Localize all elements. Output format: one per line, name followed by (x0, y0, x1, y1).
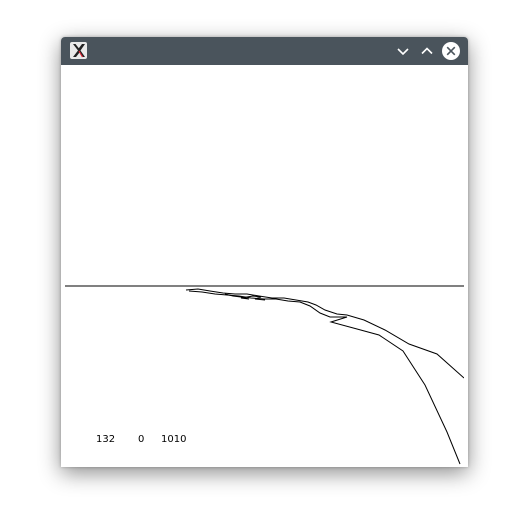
trace-lower (188, 290, 461, 465)
maximize-button[interactable] (417, 41, 437, 61)
plot-drawing (65, 285, 464, 465)
trace-noise (224, 293, 266, 301)
close-button[interactable] (441, 41, 461, 61)
minimize-button[interactable] (393, 41, 413, 61)
close-icon (442, 42, 460, 60)
app-window: 132 0 1010 (61, 37, 468, 467)
chevron-up-icon (421, 47, 433, 55)
readout-value-3: 1010 (161, 434, 187, 445)
window-titlebar[interactable] (61, 37, 468, 65)
readout-value-2: 0 (138, 434, 145, 445)
drawing-canvas[interactable]: 132 0 1010 (65, 65, 464, 467)
x-window-icon (70, 42, 87, 59)
trace-upper (185, 288, 464, 379)
chevron-down-icon (397, 48, 409, 56)
readout-value-1: 132 (96, 434, 116, 445)
